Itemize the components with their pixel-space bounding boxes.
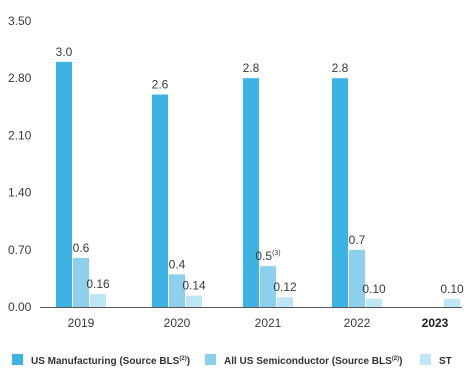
data-label-value: 0.12 — [273, 280, 297, 294]
legend: US Manufacturing (Source BLS(2)) All US S… — [12, 354, 452, 367]
bar-all-us-semiconductor-2021 — [260, 266, 276, 307]
legend-label: US Manufacturing (Source BLS(2)) — [31, 356, 190, 367]
y-axis: 0.00 0.70 1.40 2.10 2.80 3.50 — [8, 14, 32, 314]
legend-swatch — [205, 354, 216, 365]
y-tick-label: 3.50 — [8, 14, 32, 28]
bar-st-2022 — [366, 298, 382, 307]
legend-swatch — [420, 354, 431, 365]
data-label: 0.4 — [169, 257, 186, 271]
data-label: 2.8 — [243, 61, 260, 75]
data-label-footnote: (3) — [272, 250, 281, 257]
data-label-value: 0.4 — [169, 257, 186, 271]
legend-label-name: US Manufacturing (Source BLS — [31, 356, 180, 367]
legend-item-st: ST — [420, 354, 452, 367]
legend-label-name: All US Semiconductor (Source BLS — [224, 356, 392, 367]
data-label-value: 0.14 — [182, 279, 206, 293]
legend-swatch — [12, 354, 23, 365]
data-label-value: 0.16 — [86, 277, 110, 291]
data-label-value: 2.8 — [332, 61, 349, 75]
bar-all-us-semiconductor-2019 — [73, 257, 89, 307]
data-label: 2.8 — [332, 61, 349, 75]
bar-st-2023 — [444, 298, 460, 307]
y-tick-label: 2.10 — [8, 128, 32, 142]
data-label: 3.0 — [56, 45, 73, 59]
data-label: 0.7 — [349, 233, 366, 247]
data-label: 0.10 — [362, 282, 386, 296]
data-label-value: 0.6 — [73, 241, 90, 255]
data-label-value: 0.5 — [255, 249, 272, 263]
y-tick-label: 1.40 — [8, 186, 32, 200]
bar-all-us-semiconductor-2020 — [169, 274, 185, 307]
legend-label: ST — [439, 356, 452, 367]
x-tick-label: 2023 — [422, 316, 449, 330]
x-tick-label: 2020 — [164, 316, 191, 330]
data-label: 0.16 — [86, 277, 110, 291]
x-tick-label: 2021 — [255, 316, 282, 330]
data-label-value: 2.8 — [243, 61, 260, 75]
data-labels: 3.0 2.6 2.8 2.8 0.6 0.4 0.5(3) 0.7 0.16 0.14 0.12 0… — [56, 45, 464, 296]
bar-us-manufacturing-2019 — [56, 61, 72, 307]
legend-item-us-manufacturing: US Manufacturing (Source BLS(2)) — [12, 354, 190, 367]
data-label-value: 3.0 — [56, 45, 73, 59]
data-label: 0.14 — [182, 279, 206, 293]
bar-all-us-semiconductor-2022 — [349, 249, 365, 307]
legend-label-suffix: ) — [187, 356, 190, 367]
legend-item-all-us-semiconductor: All US Semiconductor (Source BLS(2)) — [205, 354, 403, 367]
x-tick-label: 2019 — [68, 316, 95, 330]
bar-st-2019 — [90, 293, 106, 307]
x-tick-label: 2022 — [344, 316, 371, 330]
legend-label-footnote: (2) — [179, 356, 186, 362]
bar-us-manufacturing-2021 — [243, 78, 259, 307]
data-label-value: 0.10 — [362, 282, 386, 296]
legend-label-suffix: ) — [399, 356, 402, 367]
data-label: 0.6 — [73, 241, 90, 255]
legend-label: All US Semiconductor (Source BLS(2)) — [224, 356, 403, 367]
data-label: 0.12 — [273, 280, 297, 294]
data-label: 2.6 — [152, 78, 169, 92]
bars — [56, 61, 460, 308]
legend-label-footnote: (2) — [392, 356, 399, 362]
data-label-value: 2.6 — [152, 78, 169, 92]
data-label: 0.10 — [440, 282, 464, 296]
y-tick-label: 0.00 — [8, 300, 32, 314]
bar-us-manufacturing-2022 — [332, 78, 348, 307]
legend-label-name: ST — [439, 356, 452, 367]
data-label-value: 0.10 — [440, 282, 464, 296]
y-tick-label: 2.80 — [8, 71, 32, 85]
bar-st-2021 — [277, 297, 293, 307]
x-axis: 2019 2020 2021 2022 2023 — [40, 307, 462, 330]
y-tick-label: 0.70 — [8, 243, 32, 257]
bar-st-2020 — [186, 295, 202, 307]
bar-us-manufacturing-2020 — [152, 94, 168, 308]
data-label-value: 0.7 — [349, 233, 366, 247]
data-label: 0.5(3) — [255, 249, 280, 263]
